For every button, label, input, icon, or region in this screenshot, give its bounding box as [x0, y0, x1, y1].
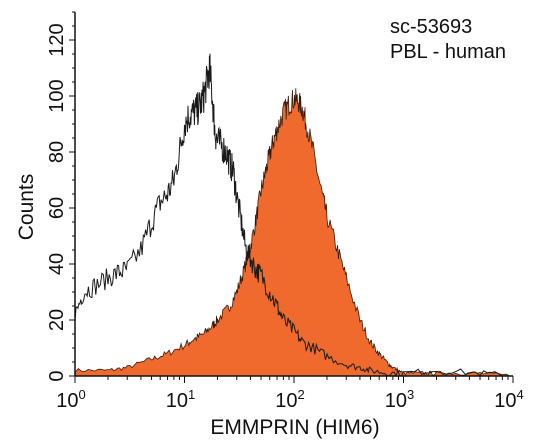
y-tick-label: 40 — [46, 253, 68, 275]
plot-series — [74, 53, 513, 378]
x-tick-label: 101 — [166, 387, 195, 412]
x-tick-label: 100 — [56, 387, 85, 412]
x-tick-label: 102 — [275, 387, 304, 412]
x-tick-label: 103 — [385, 387, 414, 412]
y-tick-label: 0 — [46, 370, 68, 381]
y-tick-label: 120 — [46, 23, 68, 56]
control-histogram-line — [74, 53, 513, 378]
x-tick-label: 104 — [494, 387, 523, 412]
y-axis-title: Counts — [15, 174, 38, 241]
ticks: 0 20 40 60 80 100 120 100 101 102 103 104 — [46, 11, 524, 412]
y-tick-label: 20 — [46, 309, 68, 331]
y-tick-label: 80 — [46, 141, 68, 163]
y-tick-label: 60 — [46, 197, 68, 219]
annotation-product-code: sc-53693 — [390, 16, 472, 38]
x-axis-title: EMMPRIN (HIM6) — [210, 416, 379, 439]
filled-histogram-area — [74, 88, 513, 377]
annotation-sample: PBL - human — [390, 41, 506, 63]
y-tick-label: 100 — [46, 79, 68, 112]
